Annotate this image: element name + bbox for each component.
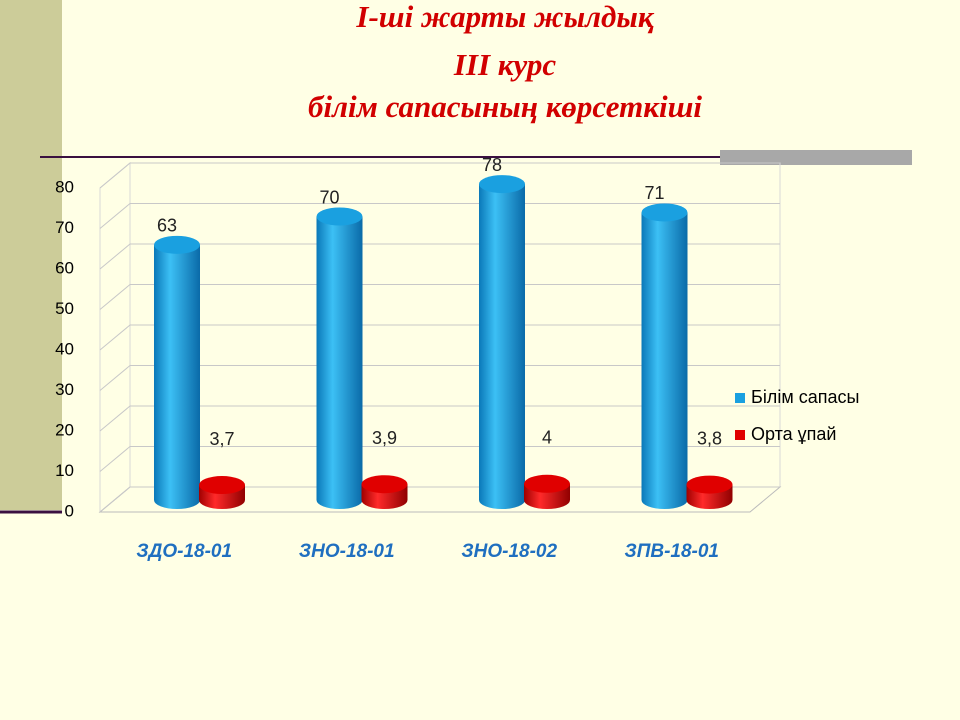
grid-line — [99, 446, 780, 472]
grid-line — [99, 405, 780, 432]
bar-top — [316, 207, 363, 226]
bar — [479, 184, 525, 500]
bar-top — [524, 474, 570, 493]
bar-top — [199, 476, 245, 495]
grid-line — [99, 324, 780, 351]
data-label: 3,8 — [697, 428, 722, 448]
legend-swatch — [735, 393, 745, 403]
legend-swatch — [735, 430, 745, 440]
data-label: 78 — [482, 155, 502, 175]
data-label: 70 — [319, 187, 339, 207]
bar-top — [686, 475, 733, 494]
chart-title: білім сапасының көрсеткіші — [308, 89, 702, 124]
bar-bottom — [641, 491, 688, 509]
y-tick-label: 40 — [55, 339, 74, 358]
legend-label: Білім сапасы — [751, 387, 859, 407]
y-tick-label: 50 — [55, 299, 74, 318]
x-tick-label: ЗПВ-18-01 — [624, 541, 719, 562]
accent-bar — [720, 150, 912, 165]
bar-bottom — [479, 491, 525, 509]
grid-line — [99, 284, 780, 310]
y-tick-label: 80 — [55, 177, 74, 196]
bar-bottom — [316, 491, 363, 509]
bar-top — [154, 235, 200, 254]
bar-bottom — [361, 491, 408, 509]
bar-bottom — [686, 491, 733, 509]
x-tick-label: ЗНО-18-02 — [461, 541, 557, 562]
bar — [641, 212, 688, 500]
bar-bottom — [199, 491, 245, 509]
x-tick-label: ЗНО-18-01 — [299, 541, 395, 562]
x-tick-label: ЗДО-18-01 — [136, 541, 232, 562]
bar — [154, 244, 200, 500]
bar-top — [361, 475, 408, 494]
grid-line — [99, 203, 780, 229]
data-label: 3,9 — [372, 428, 397, 448]
data-label: 63 — [157, 216, 177, 236]
y-tick-label: 30 — [55, 380, 74, 399]
bar-top — [641, 203, 688, 222]
y-tick-label: 70 — [55, 218, 74, 237]
y-tick-label: 10 — [55, 461, 74, 480]
data-label: 71 — [644, 183, 664, 203]
data-label: 4 — [542, 428, 552, 448]
y-tick-label: 0 — [65, 501, 74, 520]
y-tick-label: 60 — [55, 258, 74, 277]
bar — [316, 216, 363, 500]
bar-top — [479, 175, 525, 194]
legend-label: Орта ұпай — [751, 424, 836, 444]
grid-line — [99, 365, 780, 391]
data-label: 3,7 — [209, 429, 234, 449]
grid-line — [99, 243, 780, 270]
chart-title: III курс — [453, 47, 557, 82]
chart-title: I-ші жарты жылдық — [355, 0, 654, 34]
side-strip — [0, 0, 62, 510]
bar-bottom — [154, 491, 200, 509]
y-tick-label: 20 — [55, 420, 74, 439]
grid-line — [99, 162, 780, 189]
bar-bottom — [524, 491, 570, 509]
